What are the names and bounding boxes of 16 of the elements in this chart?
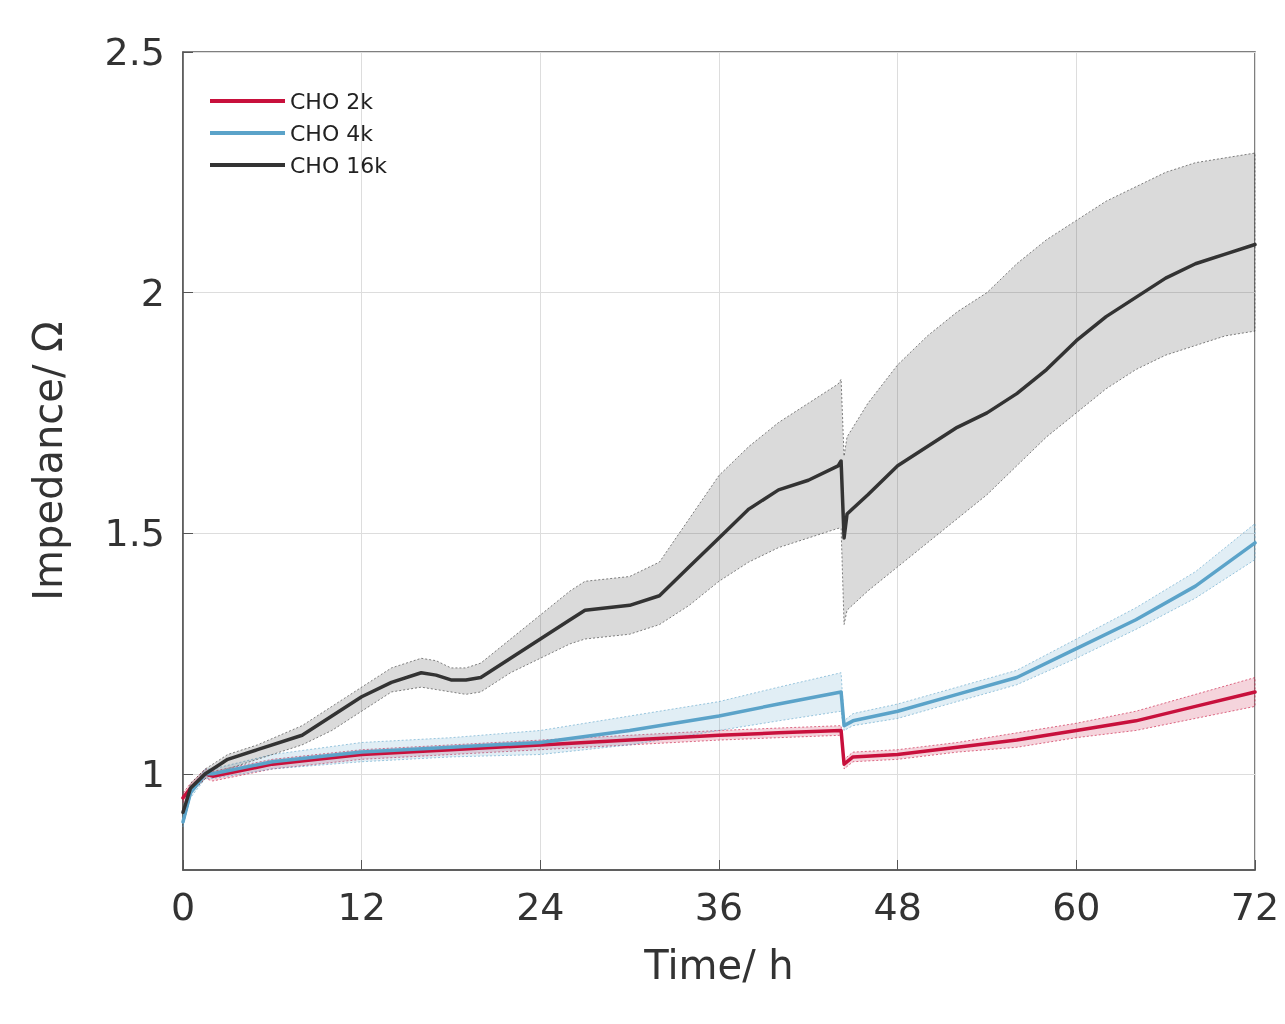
legend-label: CHO 2k [290,88,374,114]
y-tick-label: 1.5 [104,511,165,556]
legend-label: CHO 16k [290,152,388,178]
x-tick-label: 48 [873,885,922,929]
x-tick-label: 36 [694,885,744,929]
x-tick-label: 12 [337,885,386,929]
y-tick-label: 1 [140,751,165,796]
x-tick-label: 60 [1052,885,1101,929]
x-tick-label: 24 [516,885,565,929]
y-tick-label: 2 [140,270,165,315]
x-tick-label: 72 [1230,885,1280,929]
legend-label: CHO 4k [290,120,374,146]
x-axis-title: Time/ h [643,942,794,988]
y-tick-label: 2.5 [104,30,165,74]
y-axis-title: Impedance/ Ω [25,321,71,601]
x-tick-label: 0 [170,885,196,929]
